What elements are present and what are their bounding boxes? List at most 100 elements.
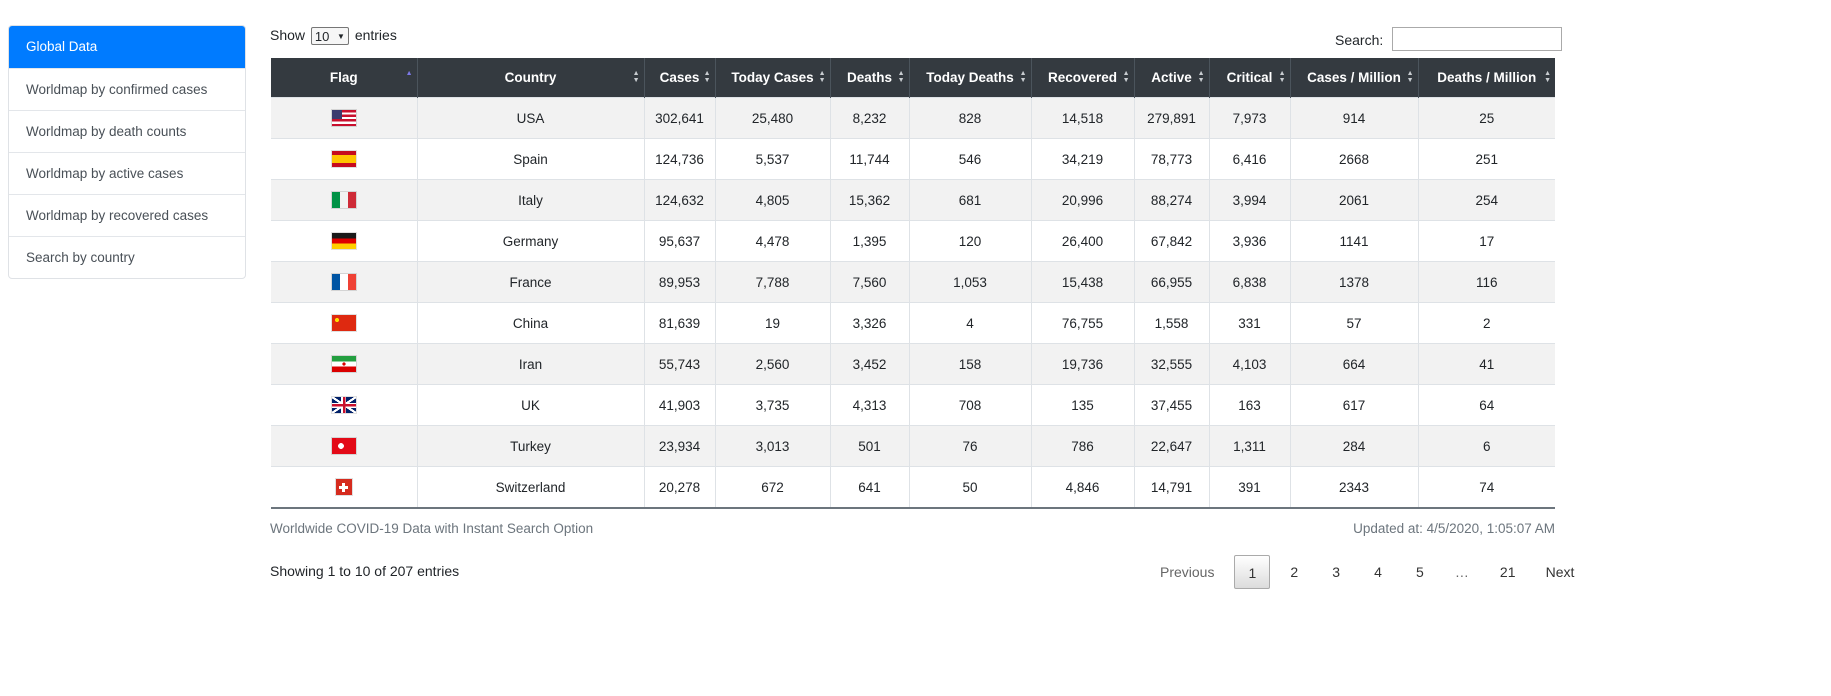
cell-cases-per-million: 914 <box>1290 97 1419 139</box>
cell-recovered: 14,518 <box>1031 97 1135 139</box>
cell-recovered: 26,400 <box>1031 220 1135 262</box>
cell-cases: 41,903 <box>644 384 716 426</box>
cell-cases: 55,743 <box>644 343 716 385</box>
cell-deaths: 15,362 <box>830 179 910 221</box>
china-flag-icon <box>331 315 356 332</box>
pagination: Previous 1 2 3 4 5 … 21 Next <box>1150 555 1584 589</box>
sort-icon: ▲ ▼ <box>818 70 826 84</box>
column-header-label: Today Deaths <box>926 70 1014 85</box>
column-header-deaths-per-million[interactable]: Deaths / Million ▲ ▼ <box>1418 58 1555 98</box>
sort-icon: ▲ ▼ <box>1019 70 1027 84</box>
cell-critical: 6,838 <box>1209 261 1291 303</box>
table-row: USA 302,641 25,480 8,232 828 14,518 279,891 7,9… <box>271 97 1555 139</box>
sidebar-item-worldmap-recovered[interactable]: Worldmap by recovered cases <box>9 194 245 236</box>
sort-icon: ▲ ▼ <box>1544 70 1551 84</box>
column-header-label: Cases / Million <box>1307 70 1401 85</box>
cell-deaths-per-million: 25 <box>1418 97 1555 139</box>
cell-deaths: 641 <box>830 466 910 509</box>
column-header-today-cases[interactable]: Today Cases ▲ ▼ <box>715 58 831 98</box>
cell-deaths: 7,560 <box>830 261 910 303</box>
cell-today-cases: 4,478 <box>715 220 831 262</box>
cell-deaths-per-million: 64 <box>1418 384 1555 426</box>
cell-country: USA <box>417 97 645 139</box>
cell-country: China <box>417 302 645 344</box>
entries-label: entries <box>354 27 397 43</box>
cell-flag <box>271 466 418 509</box>
column-header-cases[interactable]: Cases ▲ ▼ <box>644 58 716 98</box>
entries-length-control: Show 10 ▼ entries <box>270 25 397 46</box>
cell-cases: 124,632 <box>644 179 716 221</box>
sidebar-item-search-country[interactable]: Search by country <box>9 236 245 278</box>
cell-critical: 1,311 <box>1209 425 1291 467</box>
cell-deaths: 8,232 <box>830 97 910 139</box>
column-header-recovered[interactable]: Recovered ▲ ▼ <box>1031 58 1135 98</box>
sort-icon: ▲ ▼ <box>1122 70 1130 84</box>
cell-cases-per-million: 57 <box>1290 302 1419 344</box>
cell-critical: 7,973 <box>1209 97 1291 139</box>
sort-icon: ▲ ▼ <box>703 70 711 84</box>
cell-deaths: 3,326 <box>830 302 910 344</box>
cell-active: 279,891 <box>1134 97 1210 139</box>
cell-today-cases: 7,788 <box>715 261 831 303</box>
cell-today-cases: 2,560 <box>715 343 831 385</box>
column-header-critical[interactable]: Critical ▲ ▼ <box>1209 58 1291 98</box>
sidebar-item-global-data[interactable]: Global Data <box>9 26 245 68</box>
table-row: China 81,639 19 3,326 4 76,755 1,558 331 57 2 <box>271 302 1555 344</box>
cell-cases-per-million: 2061 <box>1290 179 1419 221</box>
next-page-button[interactable]: Next <box>1545 564 1575 580</box>
cell-today-deaths: 681 <box>909 179 1032 221</box>
page-button-1[interactable]: 1 <box>1234 555 1271 589</box>
cell-cases-per-million: 2668 <box>1290 138 1419 180</box>
sort-ascending-icon: ▲ <box>405 70 413 77</box>
cell-flag <box>271 261 418 303</box>
cell-deaths-per-million: 74 <box>1418 466 1555 509</box>
cell-today-cases: 5,537 <box>715 138 831 180</box>
cell-active: 14,791 <box>1134 466 1210 509</box>
cell-cases: 124,736 <box>644 138 716 180</box>
sidebar-item-worldmap-deaths[interactable]: Worldmap by death counts <box>9 110 245 152</box>
cell-active: 66,955 <box>1134 261 1210 303</box>
updated-timestamp: Updated at: 4/5/2020, 1:05:07 AM <box>1353 521 1555 536</box>
sidebar-item-worldmap-confirmed[interactable]: Worldmap by confirmed cases <box>9 68 245 110</box>
column-header-today-deaths[interactable]: Today Deaths ▲ ▼ <box>909 58 1032 98</box>
page-button-21[interactable]: 21 <box>1499 564 1516 580</box>
entries-select[interactable]: 10 ▼ <box>310 27 349 46</box>
previous-page-button[interactable]: Previous <box>1160 564 1215 580</box>
search-control: Search: <box>1335 25 1563 52</box>
column-header-label: Deaths <box>846 70 892 85</box>
search-input[interactable] <box>1392 27 1563 52</box>
cell-country: France <box>417 261 645 303</box>
cell-active: 22,647 <box>1134 425 1210 467</box>
cell-critical: 3,936 <box>1209 220 1291 262</box>
sort-icon: ▲ ▼ <box>1406 70 1414 84</box>
table-row: Germany 95,637 4,478 1,395 120 26,400 67,842 3,… <box>271 220 1555 262</box>
sidebar-item-worldmap-active[interactable]: Worldmap by active cases <box>9 152 245 194</box>
column-header-active[interactable]: Active ▲ ▼ <box>1134 58 1210 98</box>
cell-deaths-per-million: 41 <box>1418 343 1555 385</box>
page-button-5[interactable]: 5 <box>1416 564 1424 580</box>
entries-select-value: 10 <box>314 29 330 45</box>
column-header-cases-per-million[interactable]: Cases / Million ▲ ▼ <box>1290 58 1419 98</box>
column-header-label: Deaths / Million <box>1437 70 1537 85</box>
cell-critical: 391 <box>1209 466 1291 509</box>
cell-critical: 4,103 <box>1209 343 1291 385</box>
sidebar-nav: Global Data Worldmap by confirmed cases … <box>8 25 246 279</box>
cell-active: 88,274 <box>1134 179 1210 221</box>
cell-flag <box>271 343 418 385</box>
page-button-4[interactable]: 4 <box>1374 564 1382 580</box>
sort-icon: ▲ ▼ <box>1197 70 1205 84</box>
column-header-deaths[interactable]: Deaths ▲ ▼ <box>830 58 910 98</box>
table-row: Turkey 23,934 3,013 501 76 786 22,647 1,311 284 6 <box>271 425 1555 467</box>
cell-deaths: 3,452 <box>830 343 910 385</box>
column-header-flag[interactable]: Flag ▲ <box>271 58 418 98</box>
covid-data-table: Flag ▲ Country ▲ ▼ Cases ▲ ▼ Today Cases ▲ ▼ De… <box>271 58 1555 509</box>
germany-flag-icon <box>331 233 356 250</box>
usa-flag-icon <box>331 110 356 127</box>
column-header-country[interactable]: Country ▲ ▼ <box>417 58 645 98</box>
page-button-3[interactable]: 3 <box>1332 564 1341 580</box>
cell-recovered: 786 <box>1031 425 1135 467</box>
column-header-label: Flag <box>329 70 358 85</box>
table-body: USA 302,641 25,480 8,232 828 14,518 279,891 7,9… <box>271 97 1555 509</box>
cell-country: Turkey <box>417 425 645 467</box>
page-button-2[interactable]: 2 <box>1290 564 1299 580</box>
